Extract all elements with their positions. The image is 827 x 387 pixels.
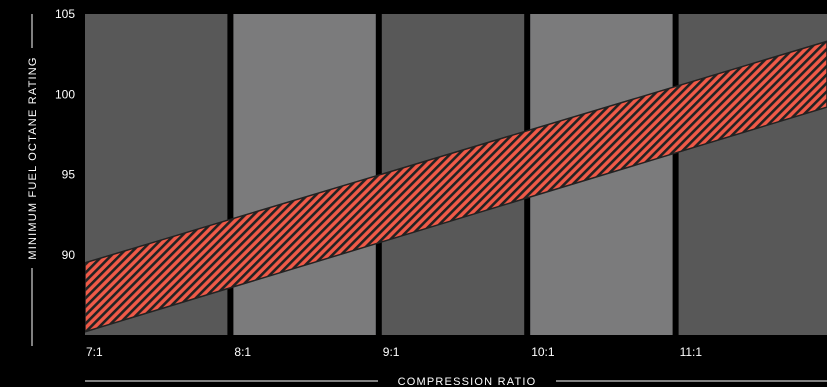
y-tick-label: 90 (62, 248, 76, 262)
y-axis-title: MINIMUM FUEL OCTANE RATING (27, 56, 39, 259)
x-tick-label: 8:1 (234, 345, 251, 359)
x-tick-label: 9:1 (383, 345, 400, 359)
x-tick-label: 7:1 (86, 345, 103, 359)
y-axis-title-group: MINIMUM FUEL OCTANE RATING (27, 14, 39, 346)
x-tick-label: 11:1 (680, 345, 703, 359)
y-tick-label: 95 (62, 168, 76, 182)
x-axis-title: COMPRESSION RATIO (398, 376, 537, 387)
octane-band-layer (85, 40, 827, 333)
y-tick-label: 100 (55, 87, 75, 101)
category-columns (85, 14, 827, 335)
x-tick-labels: 7:1 8:1 9:1 10:1 11:1 (86, 345, 702, 359)
category-column (233, 14, 376, 335)
y-tick-label: 105 (55, 7, 75, 21)
y-tick-labels: 90 95 100 105 (55, 7, 75, 262)
x-tick-label: 10:1 (531, 345, 555, 359)
x-axis-title-group: COMPRESSION RATIO (85, 376, 827, 387)
octane-band (85, 40, 827, 333)
